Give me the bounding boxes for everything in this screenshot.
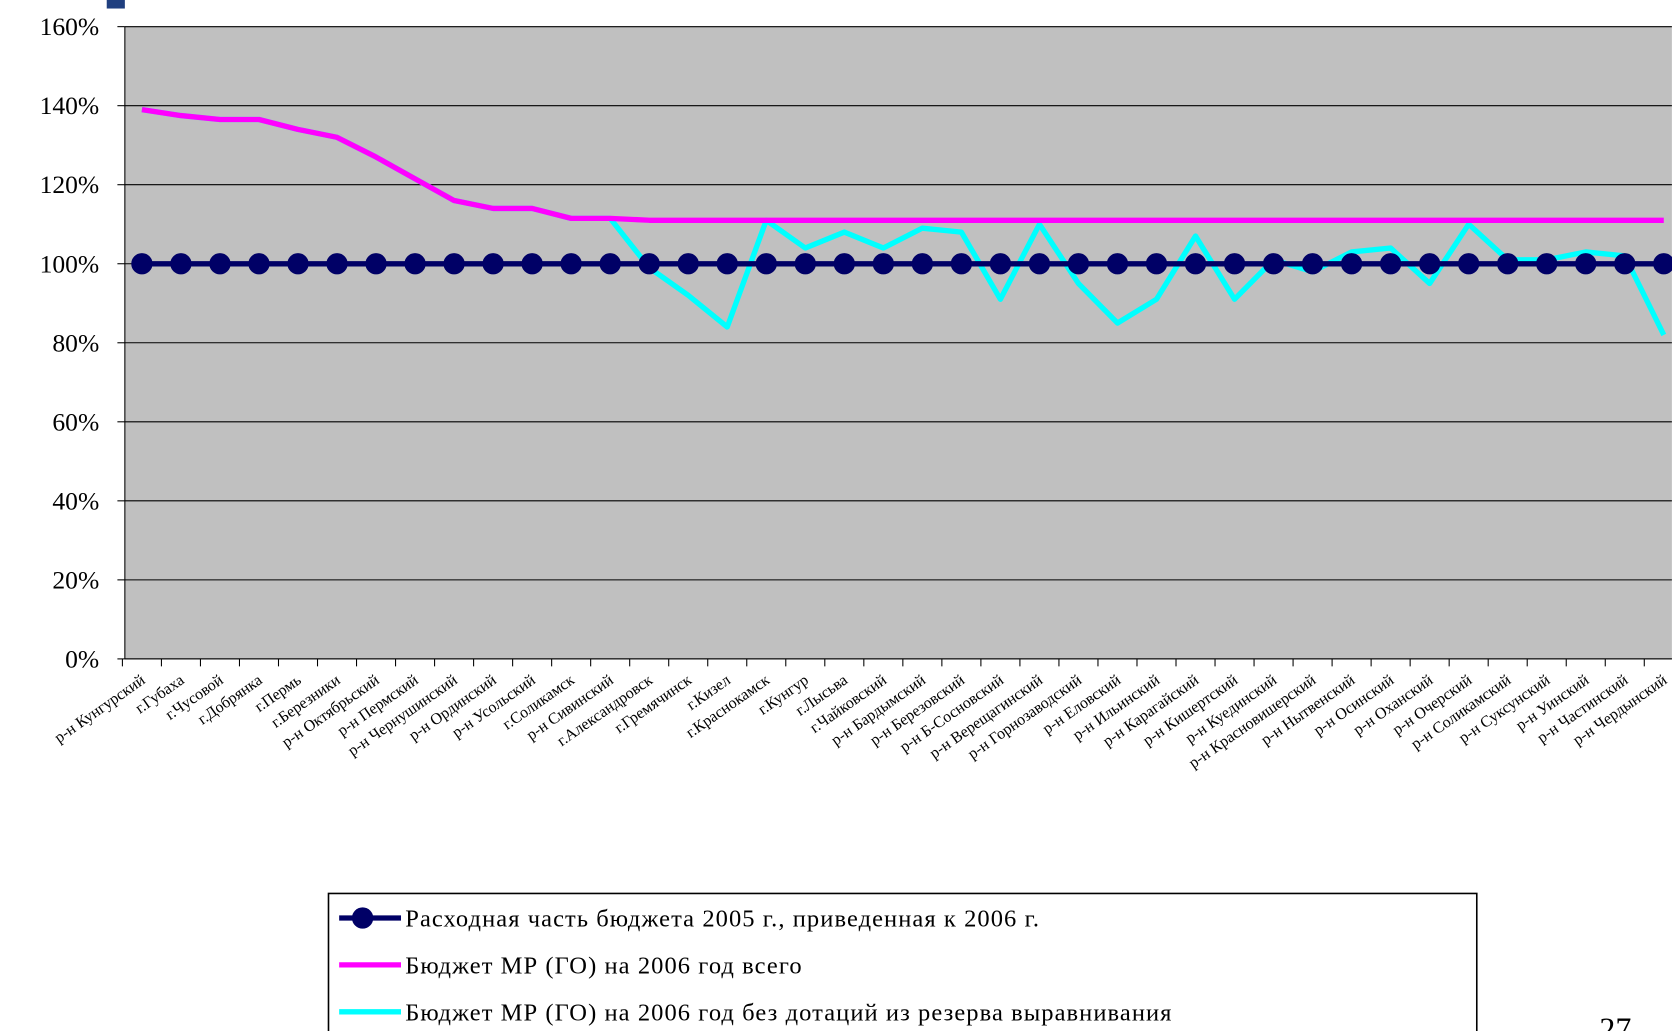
series-marker [989, 253, 1012, 275]
series-marker [1262, 253, 1285, 275]
series-marker [1301, 253, 1324, 275]
corner-mark [106, 0, 125, 9]
series-marker [1223, 253, 1246, 275]
y-tick-label: 120% [40, 170, 100, 199]
series-marker [794, 253, 816, 275]
legend-label: Бюджет МР (ГО) на 2006 год без дотаций и… [405, 999, 1172, 1026]
series-marker [1653, 253, 1672, 275]
y-tick-label: 40% [52, 486, 99, 515]
series-marker [1536, 253, 1558, 275]
series-marker [521, 253, 543, 275]
series-marker [1575, 253, 1597, 275]
x-tick-label: р-н Кунгурский [52, 671, 149, 746]
series-marker [1106, 253, 1129, 275]
series-marker [443, 253, 465, 275]
legend-label: Расходная часть бюджета 2005 г., приведе… [405, 906, 1040, 933]
series-marker [1418, 253, 1441, 275]
legend [327, 892, 1478, 1031]
series-marker [482, 253, 504, 275]
series-marker [638, 253, 660, 275]
series-marker [1067, 253, 1090, 275]
series-marker [833, 253, 855, 275]
legend-marker [351, 907, 374, 929]
series-marker [1184, 253, 1207, 275]
series-marker [326, 253, 348, 275]
y-tick-label: 140% [40, 91, 100, 120]
series-line [141, 106, 1664, 223]
series-marker [404, 253, 426, 275]
series-marker [248, 253, 270, 275]
y-tick-label: 0% [65, 644, 99, 673]
page-number: 27 [1599, 1012, 1631, 1031]
series-marker [209, 253, 231, 275]
series-marker [1028, 253, 1051, 275]
series-marker [560, 253, 582, 275]
series-marker [1458, 253, 1480, 275]
series-marker [1340, 253, 1363, 275]
legend-label: Бюджет МР (ГО) на 2006 год всего [405, 952, 802, 979]
y-tick-label: 60% [52, 407, 99, 436]
series-marker [170, 253, 192, 275]
series-marker [1145, 253, 1168, 275]
y-tick-label: 80% [52, 328, 99, 357]
series-marker [1497, 253, 1519, 275]
series-marker [365, 253, 387, 275]
series-marker [755, 253, 777, 275]
series-marker [1379, 253, 1402, 275]
series-marker [950, 253, 973, 275]
series-marker [677, 253, 699, 275]
series-marker [131, 253, 153, 275]
series-marker [716, 253, 738, 275]
series-marker [287, 253, 309, 275]
series-marker [872, 253, 895, 275]
y-tick-label: 100% [40, 249, 100, 278]
series-marker [1614, 253, 1636, 275]
series-marker [911, 253, 934, 275]
y-tick-label: 160% [40, 12, 100, 41]
series-marker [599, 253, 621, 275]
y-tick-label: 20% [52, 565, 99, 594]
